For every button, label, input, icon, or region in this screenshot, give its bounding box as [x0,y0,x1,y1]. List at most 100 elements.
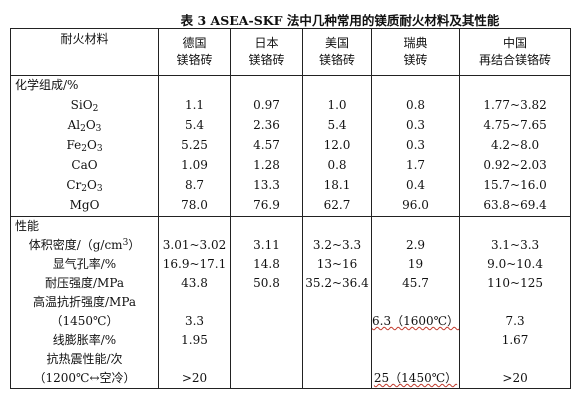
table-row-cao: CaO 1.09 1.28 0.8 1.7 0.92~2.03 [10,156,572,176]
cell-value [230,312,303,331]
cell-value: 3.11 [230,236,303,255]
cell-value: 5.25 [158,136,231,156]
cell-value: 43.8 [158,274,231,293]
cell-value: 8.7 [158,176,231,196]
header-germany: 德国 镁铬砖 [158,28,231,76]
cell-value: 96.0 [370,196,461,217]
cell-value: 78.0 [158,196,231,217]
cell-value: 16.9~17.1 [158,255,231,274]
row-label-porosity: 显气孔率/% [10,255,159,274]
table-row-thermal-shock-title: 抗热震性能/次 [10,350,572,369]
header-row: 耐火材料 德国 镁铬砖 日本 镁铬砖 美国 镁铬砖 瑞典 镁砖 中国 再结合镁铬砖 [10,28,572,76]
cell-value: 3.2~3.3 [302,236,372,255]
row-label-al2o3: Al2O3 [10,116,159,136]
table-row-sio2: SiO2 1.1 0.97 1.0 0.8 1.77~3.82 [10,96,572,116]
cell-value: 1.7 [370,156,461,176]
header-sweden: 瑞典 镁砖 [370,28,461,76]
cell-value: 14.8 [230,255,303,274]
table-row-cr2o3: Cr2O3 8.7 13.3 18.1 0.4 15.7~16.0 [10,176,572,196]
cell-value: 0.92~2.03 [459,156,572,176]
cell-value: 19 [370,255,461,274]
section-properties-row: 性能 [10,216,572,236]
cell-value: 13.3 [230,176,303,196]
cell-value [230,369,303,389]
table-row-expansion: 线膨胀率/% 1.95 1.67 [10,331,572,350]
cell-value: 5.4 [158,116,231,136]
cell-value: 12.0 [302,136,372,156]
cell-value: 76.9 [230,196,303,217]
cell-value: 1.95 [158,331,231,350]
row-label-cr2o3: Cr2O3 [10,176,159,196]
cell-value: 2.9 [370,236,461,255]
cell-value [230,331,303,350]
cell-value: 1.1 [158,96,231,116]
row-label-density: 体积密度/（g/cm3） [10,236,159,255]
cell-value: 25（1450℃） [370,369,461,389]
cell-value: 45.7 [370,274,461,293]
cell-value: 0.97 [230,96,303,116]
cell-value: 2.36 [230,116,303,136]
cell-value: >20 [459,369,572,389]
cell-value: 4.2~8.0 [459,136,572,156]
table-row-fe2o3: Fe2O3 5.25 4.57 12.0 0.3 4.2~8.0 [10,136,572,156]
cell-value [302,331,372,350]
row-label-cao: CaO [10,156,159,176]
cell-value: 35.2~36.4 [302,274,372,293]
row-label-hot-strength-temp: （1450℃） [10,312,159,331]
cell-value [302,312,372,331]
cell-value: 18.1 [302,176,372,196]
row-label-expansion: 线膨胀率/% [10,331,159,350]
row-label-fe2o3: Fe2O3 [10,136,159,156]
cell-value: 63.8~69.4 [459,196,572,217]
header-material: 耐火材料 [10,28,159,76]
table-row-hot-strength: （1450℃） 3.3 6.3（1600℃） 7.3 [10,312,572,331]
cell-value: 1.0 [302,96,372,116]
section-composition-label: 化学组成/% [10,75,159,96]
table-row-porosity: 显气孔率/% 16.9~17.1 14.8 13~16 19 9.0~10.4 [10,255,572,274]
cell-value: 3.3 [158,312,231,331]
cell-value: 0.8 [370,96,461,116]
row-label-thermal-shock-cond: （1200℃↔空冷） [10,369,159,389]
cell-value: 1.67 [459,331,572,350]
header-japan: 日本 镁铬砖 [230,28,303,76]
cell-value: 3.01~3.02 [158,236,231,255]
table-row-density: 体积密度/（g/cm3） 3.01~3.02 3.11 3.2~3.3 2.9 … [10,236,572,255]
cell-value: >20 [158,369,231,389]
row-label-hot-strength: 高温抗折强度/MPa [10,293,159,312]
cell-value: 6.3（1600℃） [370,312,461,331]
cell-value: 1.77~3.82 [459,96,572,116]
cell-value: 3.1~3.3 [459,236,572,255]
cell-value: 9.0~10.4 [459,255,572,274]
cell-value: 1.28 [230,156,303,176]
row-label-thermal-shock: 抗热震性能/次 [10,350,159,369]
cell-value: 62.7 [302,196,372,217]
cell-value: 0.4 [370,176,461,196]
cell-value [370,331,461,350]
header-china: 中国 再结合镁铬砖 [459,28,572,76]
section-properties-label: 性能 [10,216,159,236]
table-title: 表 3 ASEA-SKF 法中几种常用的镁质耐火材料及其性能 [180,13,500,28]
table-row-hot-strength-title: 高温抗折强度/MPa [10,293,572,312]
cell-value: 50.8 [230,274,303,293]
table-row-thermal-shock: （1200℃↔空冷） >20 25（1450℃） >20 [10,369,572,389]
table-row-mgo: MgO 78.0 76.9 62.7 96.0 63.8~69.4 [10,196,572,217]
table-row-al2o3: Al2O3 5.4 2.36 5.4 0.3 4.75~7.65 [10,116,572,136]
row-label-sio2: SiO2 [10,96,159,116]
row-label-compressive: 耐压强度/MPa [10,274,159,293]
cell-value: 0.8 [302,156,372,176]
cell-value: 15.7~16.0 [459,176,572,196]
header-usa: 美国 镁铬砖 [302,28,372,76]
cell-value: 5.4 [302,116,372,136]
cell-value: 7.3 [459,312,572,331]
table-row-compressive: 耐压强度/MPa 43.8 50.8 35.2~36.4 45.7 110~12… [10,274,572,293]
refractory-table: 耐火材料 德国 镁铬砖 日本 镁铬砖 美国 镁铬砖 瑞典 镁砖 中国 再结合镁铬砖 化学组… [10,28,572,389]
cell-value [302,369,372,389]
row-label-mgo: MgO [10,196,159,217]
cell-value: 13~16 [302,255,372,274]
section-composition-row: 化学组成/% [10,75,572,96]
cell-value: 0.3 [370,116,461,136]
cell-value: 4.57 [230,136,303,156]
cell-value: 4.75~7.65 [459,116,572,136]
cell-value: 110~125 [459,274,572,293]
cell-value: 0.3 [370,136,461,156]
